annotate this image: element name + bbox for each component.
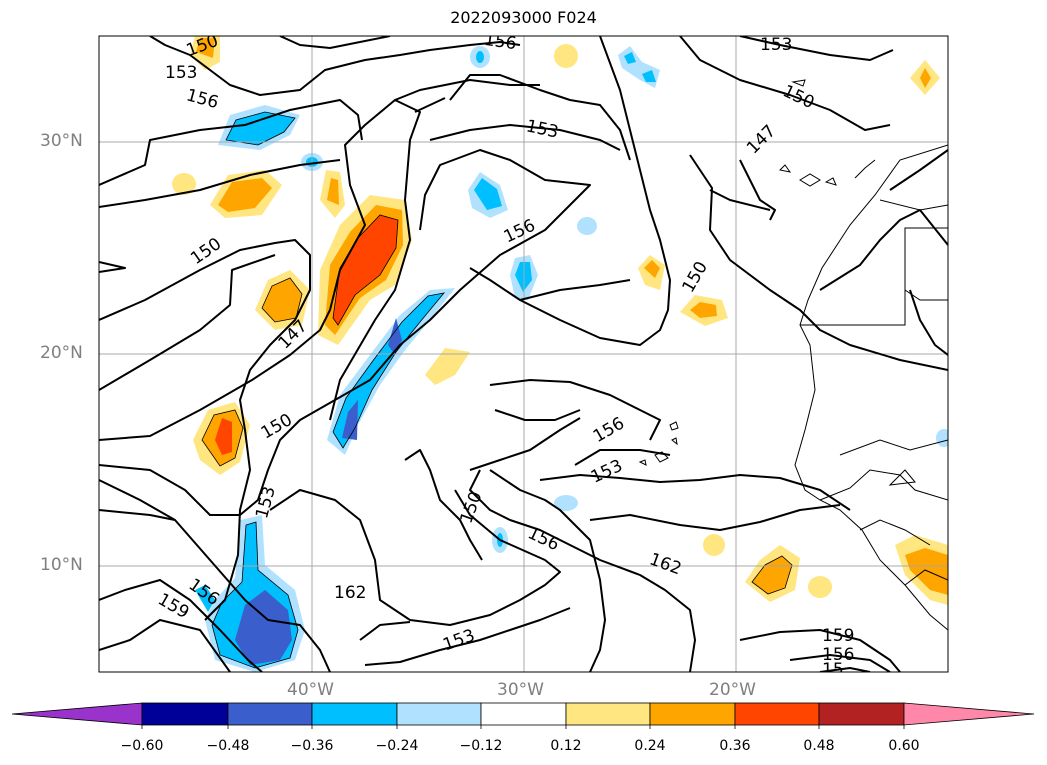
negative-anomaly-region [936,429,948,447]
colorbar-segment [141,702,229,726]
colorbar-tick-label: −0.48 [206,738,250,754]
negative-anomaly-region [474,178,502,210]
negative-anomaly-region [195,585,215,612]
colorbar-tick-label: 0.12 [550,738,582,754]
colorbar [11,702,1035,729]
positive-anomaly-region [196,38,215,58]
colorbar-tick-label: −0.12 [459,738,503,754]
positive-anomaly-region [554,44,578,68]
contour-label: 156 [483,30,518,54]
contour-label: 159 [822,626,854,646]
colorbar-segment [818,702,905,726]
positive-anomaly-region [905,548,948,595]
positive-anomaly-region [262,278,302,322]
negative-anomaly-region [333,293,444,448]
negative-anomaly-region [226,112,295,145]
negative-anomaly-region [624,52,636,64]
contour-label: 156 [822,645,854,665]
colorbar-segment [734,702,820,726]
contour-label: 153 [165,63,197,83]
lat-label-20n: 20°N [40,343,83,363]
positive-anomaly-region [920,68,931,88]
positive-anomaly-region [218,178,272,212]
positive-anomaly-region [425,348,470,385]
positive-anomaly-region [703,534,725,556]
negative-anomaly-region [577,217,597,235]
colorbar-segment [480,702,567,726]
positive-anomaly-region [215,418,232,455]
positive-anomaly-region [327,178,339,205]
lon-label-40w: 40°W [287,680,334,700]
negative-anomaly-region [554,495,578,511]
positive-anomaly-region [690,302,717,318]
colorbar-tick-label: −0.60 [120,738,164,754]
lat-label-10n: 10°N [40,555,83,575]
map-title: 2022093000 F024 [450,8,597,27]
contour-label: 153 [760,35,792,55]
colorbar-segment [396,702,482,726]
coastlines [638,79,948,631]
lon-label-30w: 30°W [497,680,544,700]
colorbar-tick-label: 0.48 [803,738,835,754]
map-plot-area: 150 156 153 156 153 150 147 153 156 150 … [99,30,948,680]
colorbar-segment [227,702,313,726]
contour-label: 15 [822,660,844,680]
colorbar-tick-label: 0.60 [888,738,920,754]
colorbar-extend-high [903,702,1035,726]
lat-label-30n: 30°N [40,131,83,151]
colorbar-tick-label: −0.36 [290,738,334,754]
gridlines [99,36,948,672]
colorbar-tick-label: 0.24 [634,738,666,754]
colorbar-segment [649,702,736,726]
negative-anomaly-region [476,51,484,63]
colorbar-tick-label: 0.36 [719,738,751,754]
contour-label: 162 [334,583,366,603]
positive-anomaly-region [808,576,832,598]
negative-anomaly-region [235,590,292,665]
colorbar-tick-label: −0.24 [375,738,419,754]
negative-anomaly-region [642,70,656,82]
lon-label-20w: 20°W [709,680,756,700]
positive-anomaly-region [333,215,398,325]
colorbar-extend-low [11,702,143,726]
anomaly-shading [172,36,948,672]
colorbar-segment [311,702,398,726]
positive-anomaly-region [172,173,196,195]
map-frame [98,35,949,673]
positive-anomaly-region [644,260,660,278]
height-contours [99,36,948,672]
colorbar-segment [565,702,651,726]
